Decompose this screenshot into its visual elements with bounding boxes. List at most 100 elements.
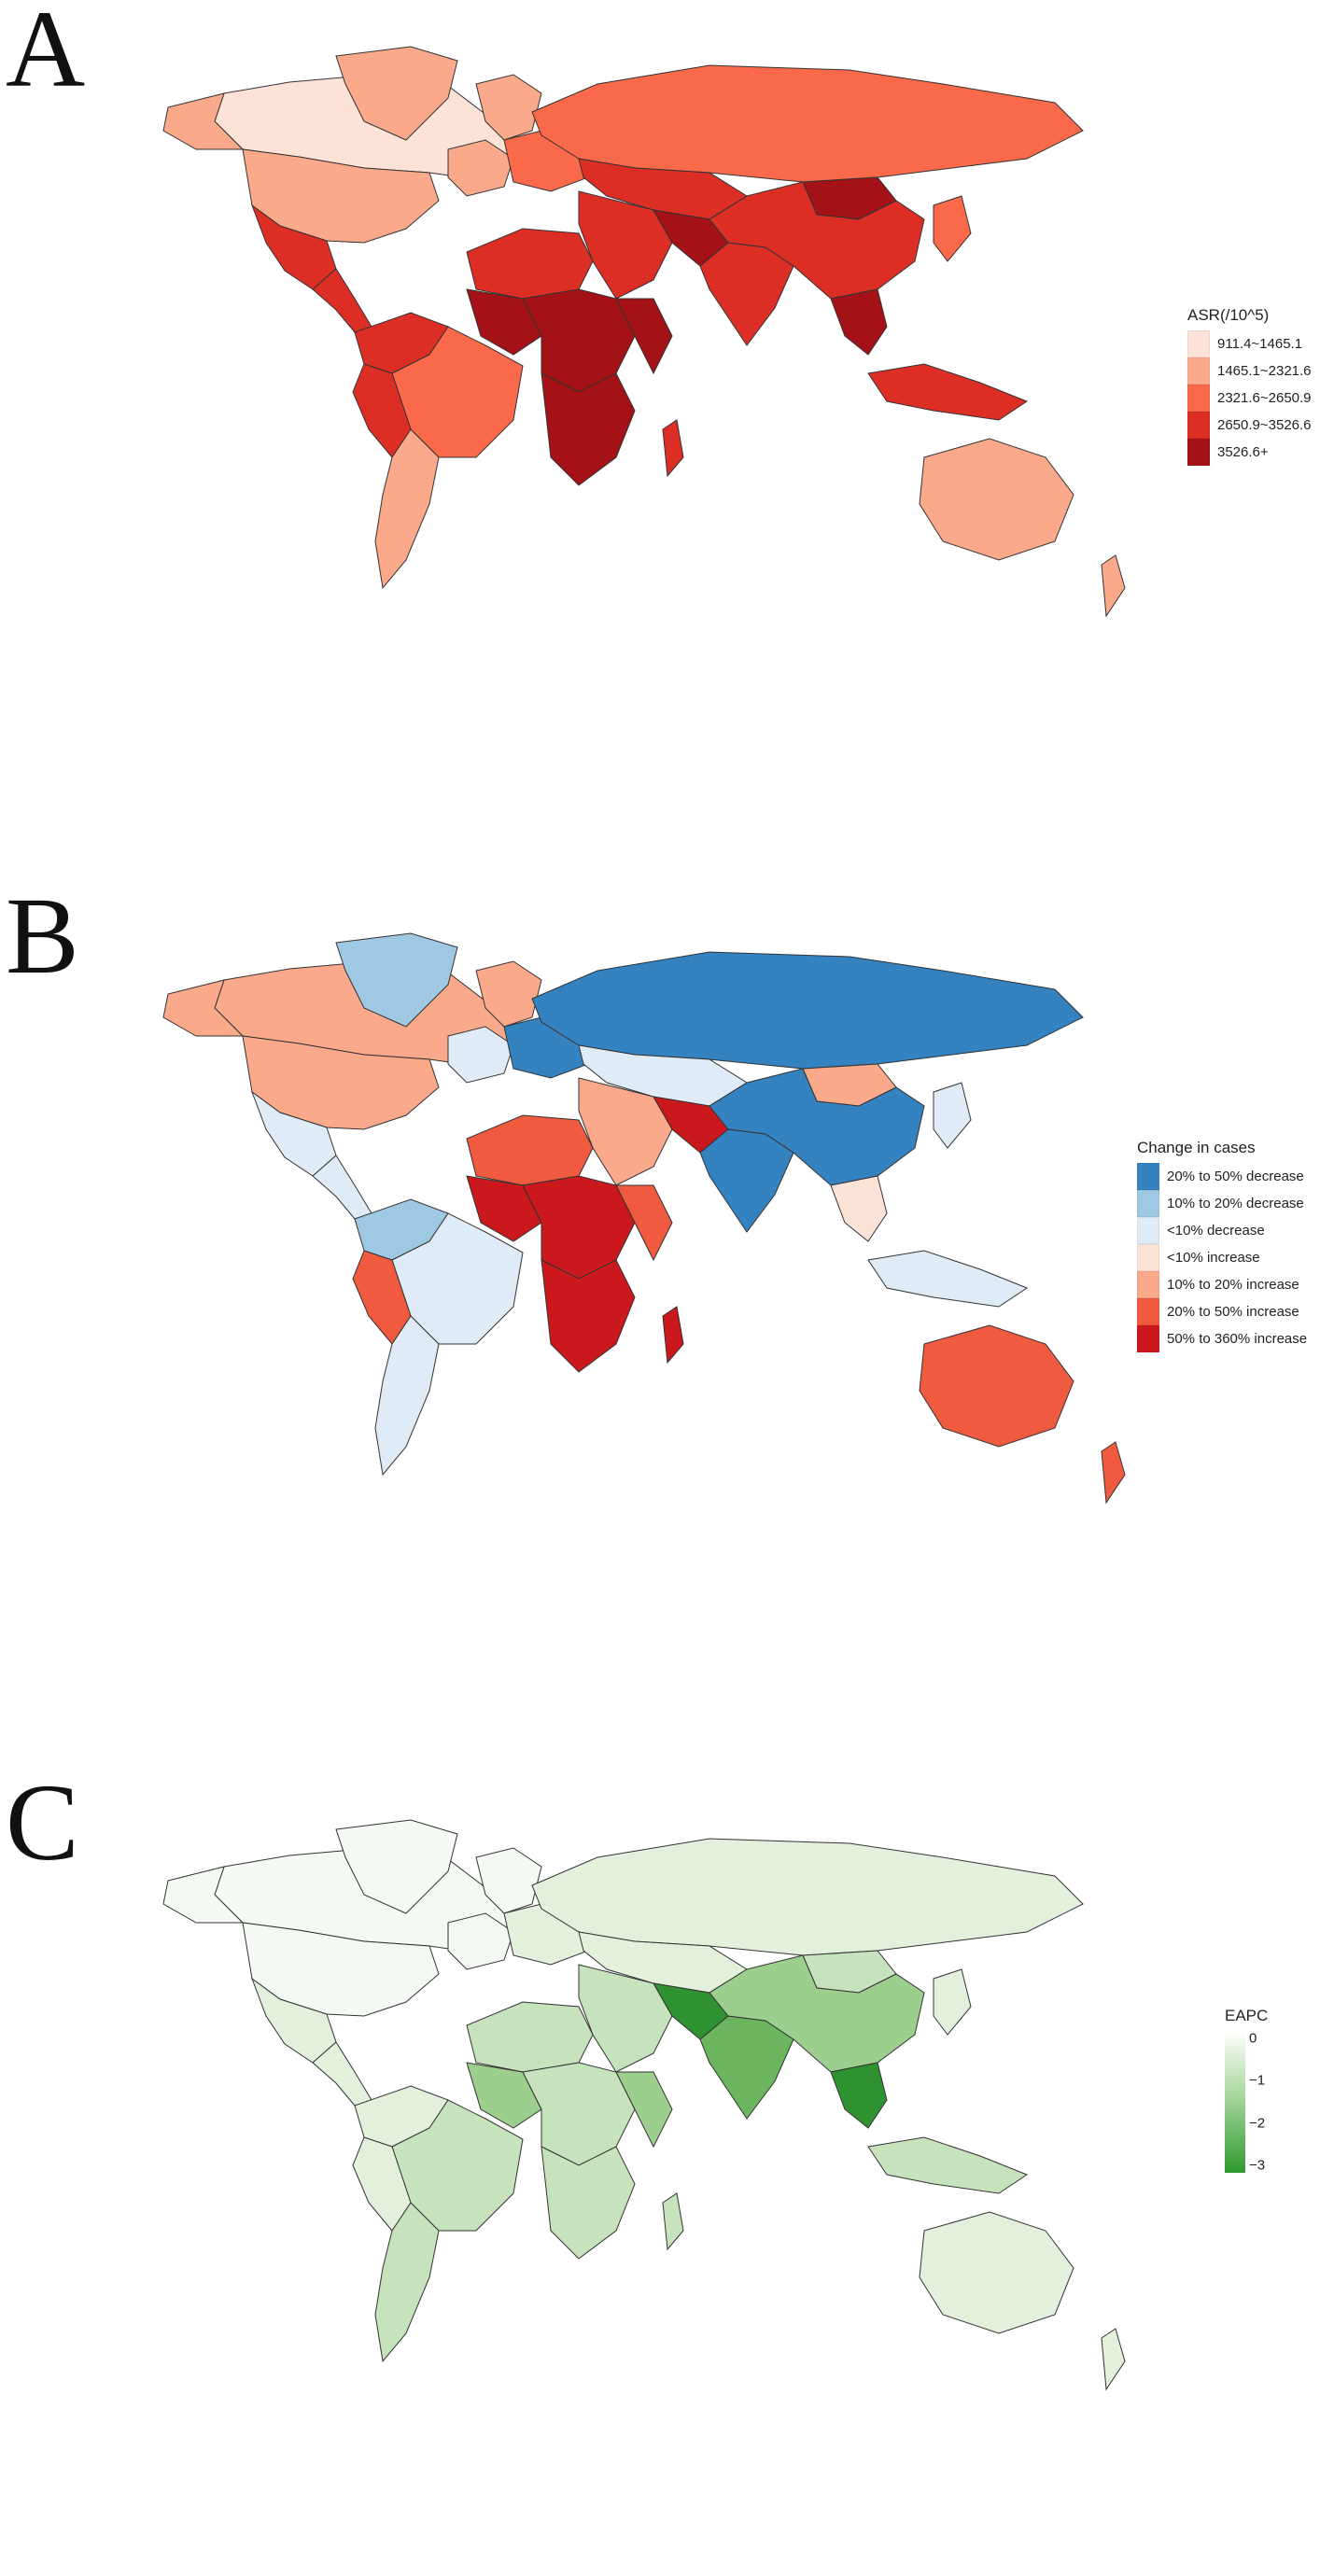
legend-item: 50% to 360% increase	[1137, 1325, 1307, 1352]
legend-label: 2650.9~3526.6	[1217, 417, 1312, 433]
legend-item: <10% decrease	[1137, 1217, 1307, 1244]
legend-swatch	[1137, 1163, 1159, 1190]
legend-swatch	[1137, 1271, 1159, 1298]
legend-title: Change in cases	[1137, 1139, 1256, 1156]
panel-c: C EAPC 0 −1 −2 −3	[0, 1768, 1334, 2576]
region-as-se-islands	[867, 2136, 1029, 2194]
region-as-china	[709, 1068, 925, 1186]
panel-letter-b: B	[6, 875, 79, 997]
region-af-west	[466, 2062, 542, 2129]
legend-title: EAPC	[1225, 2007, 1269, 2024]
legend-item: 20% to 50% increase	[1137, 1298, 1307, 1325]
region-as-japan-korea	[933, 195, 972, 262]
eapc-tick-label: −2	[1249, 2115, 1266, 2132]
region-as-se-mainland	[830, 2062, 888, 2129]
region-eu-scandinavia	[475, 74, 542, 141]
panel-letter-a: A	[6, 0, 86, 110]
region-af-west	[466, 1175, 542, 1242]
region-eu-scandinavia	[475, 960, 542, 1028]
legend-swatch	[1187, 385, 1210, 412]
region-af-north	[466, 1114, 594, 1186]
region-sa-south	[374, 1315, 440, 1477]
region-oc-australia	[919, 438, 1074, 561]
legend-item: 10% to 20% increase	[1137, 1271, 1307, 1298]
region-eu-west	[447, 1912, 514, 1970]
legend-swatch	[1137, 1244, 1159, 1271]
region-as-middleeast	[578, 1964, 673, 2073]
world-map-eapc	[162, 1819, 1126, 2391]
world-map-change-in-cases	[162, 932, 1126, 1505]
region-af-madagascar	[662, 1306, 684, 1365]
region-oc-nz	[1101, 1441, 1126, 1505]
region-as-japan-korea	[933, 1082, 972, 1149]
legend-item: 3526.6+	[1187, 439, 1312, 466]
region-as-india	[699, 1128, 794, 1233]
eapc-tick-label: −1	[1249, 2072, 1266, 2089]
eapc-ticks: 0 −1 −2 −3	[1249, 2030, 1286, 2174]
region-af-madagascar	[662, 2192, 684, 2251]
region-as-se-mainland	[830, 1175, 888, 1242]
region-af-south	[541, 1259, 636, 1373]
eapc-tick-label: 0	[1249, 2030, 1257, 2047]
panel-a: A ASR(/10^5) 911.4~1465.1 1465.1~2321.6 23…	[0, 0, 1334, 803]
legend-label: 1465.1~2321.6	[1217, 363, 1312, 379]
legend-item: 10% to 20% decrease	[1137, 1190, 1307, 1217]
region-as-china	[709, 181, 925, 300]
legend-swatch	[1137, 1217, 1159, 1244]
region-af-south	[541, 2146, 636, 2260]
region-af-madagascar	[662, 419, 684, 478]
region-af-north	[466, 2001, 594, 2073]
region-oc-australia	[919, 2211, 1074, 2334]
legend-label: 3526.6+	[1217, 444, 1269, 460]
legend-item: 911.4~1465.1	[1187, 330, 1312, 357]
eapc-tick-label: −3	[1249, 2157, 1266, 2174]
legend-change-in-cases: Change in cases 20% to 50% decrease 10% t…	[1137, 1139, 1307, 1352]
legend-swatch	[1187, 439, 1210, 466]
eapc-gradient-bar	[1225, 2031, 1245, 2173]
region-as-india	[699, 242, 794, 346]
region-af-east	[615, 298, 673, 375]
region-af-east	[615, 1184, 673, 1262]
region-na-greenland	[335, 46, 458, 141]
region-as-china	[709, 1954, 925, 2073]
region-as-se-islands	[867, 363, 1029, 421]
legend-label: 50% to 360% increase	[1167, 1331, 1308, 1347]
legend-item: 20% to 50% decrease	[1137, 1163, 1307, 1190]
legend-item: 1465.1~2321.6	[1187, 357, 1312, 385]
region-sa-south	[374, 428, 440, 590]
world-map-asr	[162, 46, 1126, 618]
region-eu-west	[447, 139, 514, 197]
panel-b: B Change in cases 20% to 50% decrease 10%…	[0, 881, 1334, 1689]
region-na-greenland	[335, 1819, 458, 1914]
legend-label: <10% increase	[1167, 1250, 1260, 1266]
legend-item: 2650.9~3526.6	[1187, 412, 1312, 439]
region-as-japan-korea	[933, 1968, 972, 2036]
legend-swatch	[1187, 412, 1210, 439]
region-af-south	[541, 372, 636, 486]
legend-label: 2321.6~2650.9	[1217, 390, 1312, 406]
legend-label: <10% decrease	[1167, 1223, 1265, 1239]
panel-letter-c: C	[6, 1761, 79, 1883]
legend-asr: ASR(/10^5) 911.4~1465.1 1465.1~2321.6 2321…	[1187, 306, 1312, 466]
region-na-greenland	[335, 932, 458, 1028]
region-as-middleeast	[578, 190, 673, 300]
legend-eapc: EAPC 0 −1 −2 −3	[1225, 2007, 1286, 2174]
region-eu-scandinavia	[475, 1847, 542, 1914]
legend-item: <10% increase	[1137, 1244, 1307, 1271]
region-sa-south	[374, 2202, 440, 2363]
region-as-se-mainland	[830, 288, 888, 356]
legend-item: 2321.6~2650.9	[1187, 385, 1312, 412]
legend-label: 20% to 50% increase	[1167, 1304, 1299, 1320]
legend-swatch	[1187, 330, 1210, 357]
region-eu-west	[447, 1026, 514, 1084]
region-as-se-islands	[867, 1250, 1029, 1308]
region-as-middleeast	[578, 1077, 673, 1186]
region-af-west	[466, 288, 542, 356]
legend-label: 911.4~1465.1	[1217, 336, 1303, 352]
region-oc-nz	[1101, 2328, 1126, 2391]
legend-swatch	[1137, 1298, 1159, 1325]
region-af-east	[615, 2071, 673, 2149]
region-af-north	[466, 228, 594, 300]
legend-title: ASR(/10^5)	[1187, 306, 1270, 324]
region-oc-australia	[919, 1324, 1074, 1448]
